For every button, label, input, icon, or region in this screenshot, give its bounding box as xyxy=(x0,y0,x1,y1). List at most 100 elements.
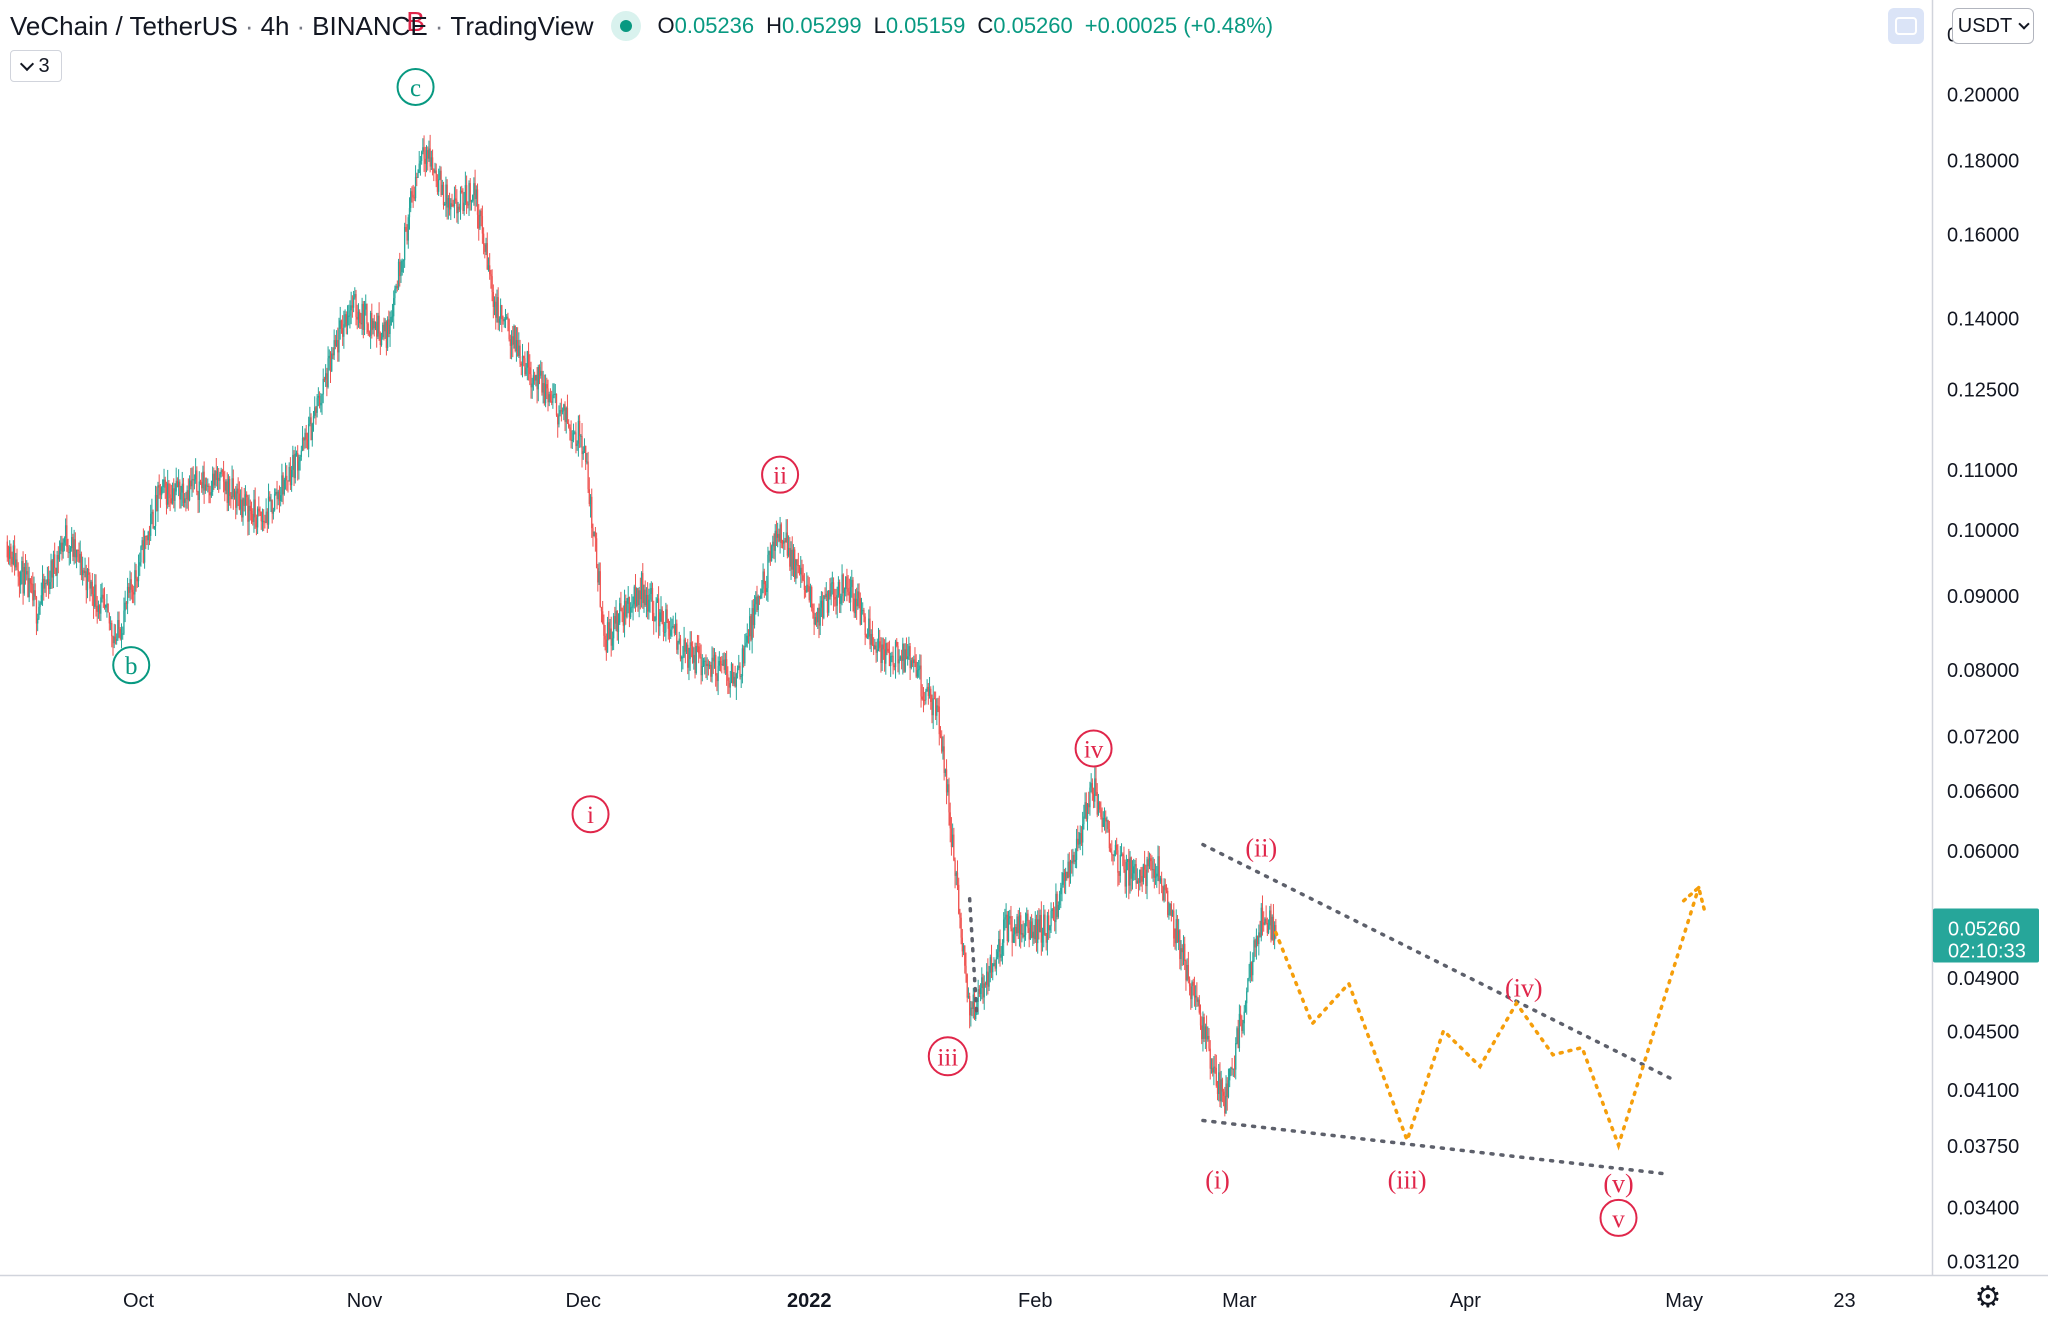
candle-body xyxy=(1190,986,1192,1000)
candle-body xyxy=(1075,838,1078,860)
candle-body xyxy=(277,491,279,500)
candle-body xyxy=(129,579,131,593)
candle-body xyxy=(235,491,237,508)
candle-body xyxy=(727,674,729,681)
candle-body xyxy=(1196,995,1198,1002)
candle-body xyxy=(835,599,837,606)
candle-body xyxy=(565,407,567,422)
candle-body xyxy=(689,642,691,660)
interval-label[interactable]: 4h xyxy=(260,10,290,41)
candle-body xyxy=(570,430,572,441)
candle-body xyxy=(450,203,452,210)
candle-body xyxy=(290,469,293,486)
candle-body xyxy=(37,618,39,624)
candle-body xyxy=(1102,818,1104,827)
candle-body xyxy=(774,530,776,551)
candle-body xyxy=(551,401,553,403)
candle-body xyxy=(555,393,558,416)
market-status-dot-icon[interactable] xyxy=(611,11,642,41)
candle-body xyxy=(321,394,323,403)
candle-body xyxy=(244,494,247,506)
candle-body xyxy=(114,636,117,641)
candle-body xyxy=(160,487,163,496)
candle-body xyxy=(52,554,55,578)
candle-body xyxy=(1029,921,1032,940)
candle-body xyxy=(532,375,535,384)
candle-body xyxy=(899,656,902,660)
candle-body xyxy=(255,517,258,528)
candle-body xyxy=(391,316,394,318)
candle-body xyxy=(797,564,799,566)
candle-body xyxy=(542,383,544,393)
candle-body xyxy=(859,598,861,625)
candle-body xyxy=(357,311,360,320)
candle-body xyxy=(225,481,227,491)
candle-body xyxy=(435,170,437,182)
wave-label: (ii) xyxy=(1245,834,1277,863)
candle-body xyxy=(574,432,576,434)
candle-body xyxy=(150,513,152,536)
currency-selector[interactable]: USDT xyxy=(1952,8,2034,44)
candle-body xyxy=(936,705,938,716)
indicator-legend-toggle[interactable]: 3 xyxy=(10,50,62,82)
platform-label: TradingView xyxy=(450,10,594,41)
candle-body xyxy=(956,872,959,885)
candle-body xyxy=(780,524,782,543)
candle-body xyxy=(979,988,982,994)
candle-body xyxy=(224,481,226,491)
candle-body xyxy=(1066,871,1068,879)
candle-body xyxy=(67,546,69,553)
candle-body xyxy=(907,656,909,660)
candle-body xyxy=(118,619,120,629)
candle-body xyxy=(191,479,193,487)
candle-body xyxy=(327,358,329,387)
candle-body xyxy=(916,670,919,677)
candle-body xyxy=(540,370,542,376)
candle-body xyxy=(857,591,859,607)
candle-body xyxy=(469,183,471,202)
candle-body xyxy=(631,606,633,608)
candle-body xyxy=(662,624,665,632)
candle-body xyxy=(1120,854,1123,856)
candle-body xyxy=(403,226,406,261)
candle-body xyxy=(585,445,587,463)
candle-body xyxy=(219,473,221,481)
candle-body xyxy=(318,395,321,406)
candle-body xyxy=(527,351,530,368)
candle-body xyxy=(515,340,518,351)
candle-body xyxy=(433,169,435,173)
candle-body xyxy=(496,297,498,318)
candle-body xyxy=(231,478,233,500)
candle-body xyxy=(1041,934,1044,943)
snapshot-button[interactable] xyxy=(1888,8,1924,44)
gear-icon[interactable]: ⚙ xyxy=(1974,1281,2002,1314)
candle-body xyxy=(987,971,989,987)
candle-body xyxy=(866,636,869,638)
candle-body xyxy=(374,322,377,329)
time-axis-tick-label: 23 xyxy=(1833,1290,1855,1312)
candle-body xyxy=(280,495,282,501)
candle-body xyxy=(610,628,612,646)
candle-body xyxy=(942,746,944,752)
candle-body xyxy=(1220,1079,1222,1102)
candle-body xyxy=(710,664,712,677)
candle-body xyxy=(354,294,356,298)
price-axis-tick-label: 0.20000 xyxy=(1947,84,2019,106)
candle-body xyxy=(1210,1067,1213,1069)
candle-body xyxy=(869,618,871,645)
candle-body xyxy=(617,622,620,632)
candle-body xyxy=(711,657,713,677)
candle-body xyxy=(666,609,668,620)
candle-body xyxy=(411,191,413,195)
candle-body xyxy=(948,784,950,813)
symbol-name[interactable]: VeChain / TetherUS xyxy=(10,10,238,41)
candle-body xyxy=(1212,1067,1214,1073)
candle-body xyxy=(479,210,481,229)
candle-body xyxy=(1241,1019,1243,1031)
candle-body xyxy=(125,602,128,604)
candle-body xyxy=(352,297,355,308)
candle-body xyxy=(1221,1079,1224,1092)
price-axis-tick-label: 0.03750 xyxy=(1947,1136,2019,1158)
candle-body xyxy=(1203,1017,1205,1039)
